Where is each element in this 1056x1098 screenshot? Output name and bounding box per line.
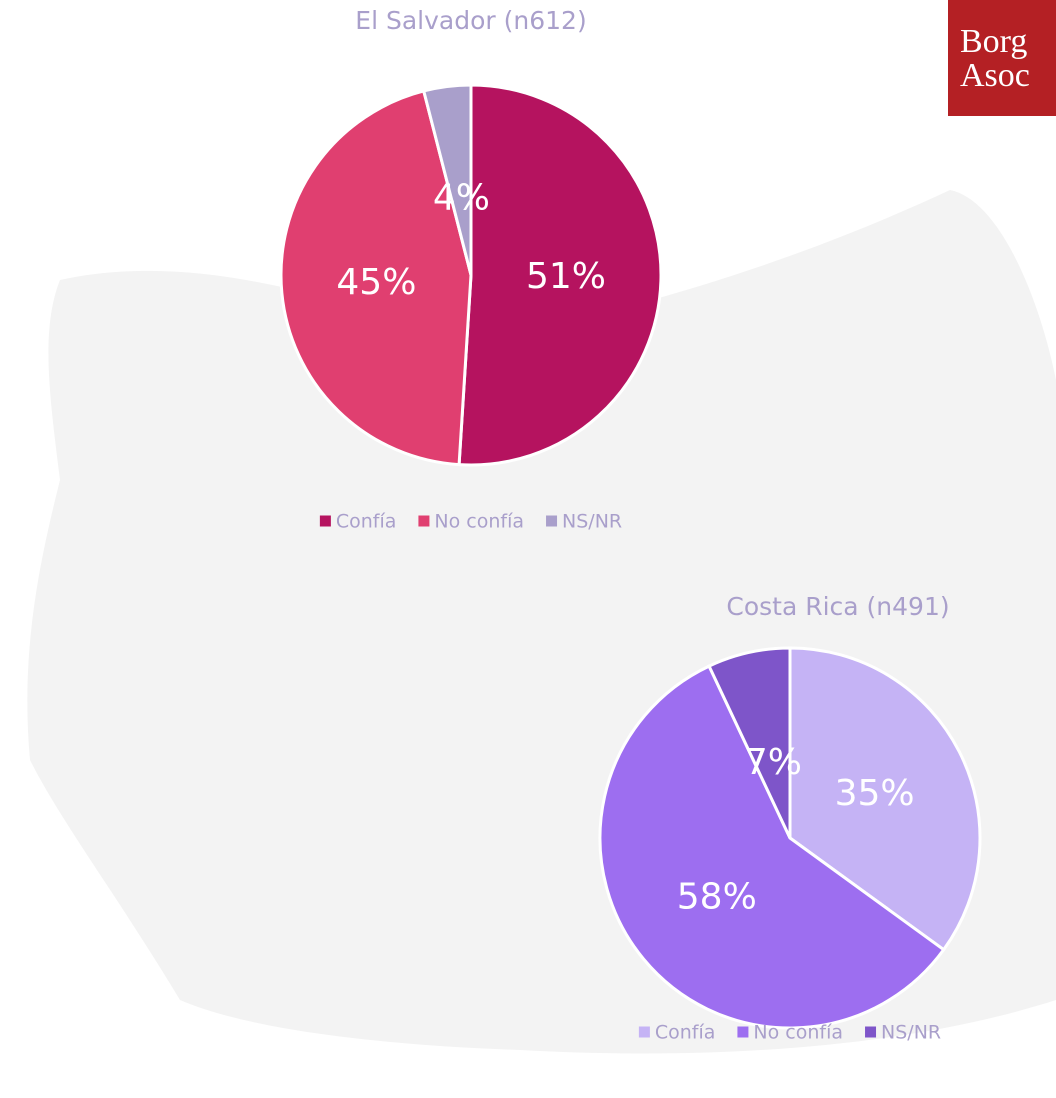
legend-marker (639, 1027, 650, 1038)
chart-title: Costa Rica (n491) (726, 592, 949, 621)
value-label: 4% (433, 178, 490, 219)
value-label: 45% (336, 262, 416, 303)
legend-marker (418, 516, 429, 527)
legend-marker (546, 516, 557, 527)
page: Borg Asoc El Salvador (n612) 51% 45% 4% Conf… (0, 0, 1056, 1098)
legend-label: NS/NR (881, 1022, 941, 1044)
legend-marker (320, 516, 331, 527)
logo-text: Asoc (960, 57, 1030, 94)
legend-label: No confía (434, 511, 524, 533)
legend-label: No confía (753, 1022, 843, 1044)
legend-label: Confía (655, 1022, 716, 1044)
value-label: 7% (745, 742, 802, 783)
logo-text: Borg (960, 23, 1027, 60)
chart-title: El Salvador (n612) (355, 6, 586, 35)
value-label: 35% (835, 773, 915, 814)
value-label: 58% (677, 877, 757, 918)
value-label: 51% (526, 256, 606, 297)
legend-label: NS/NR (562, 511, 622, 533)
legend-marker (737, 1027, 748, 1038)
legend-label: Confía (336, 511, 397, 533)
logo: Borg Asoc (948, 0, 1056, 116)
legend-marker (865, 1027, 876, 1038)
